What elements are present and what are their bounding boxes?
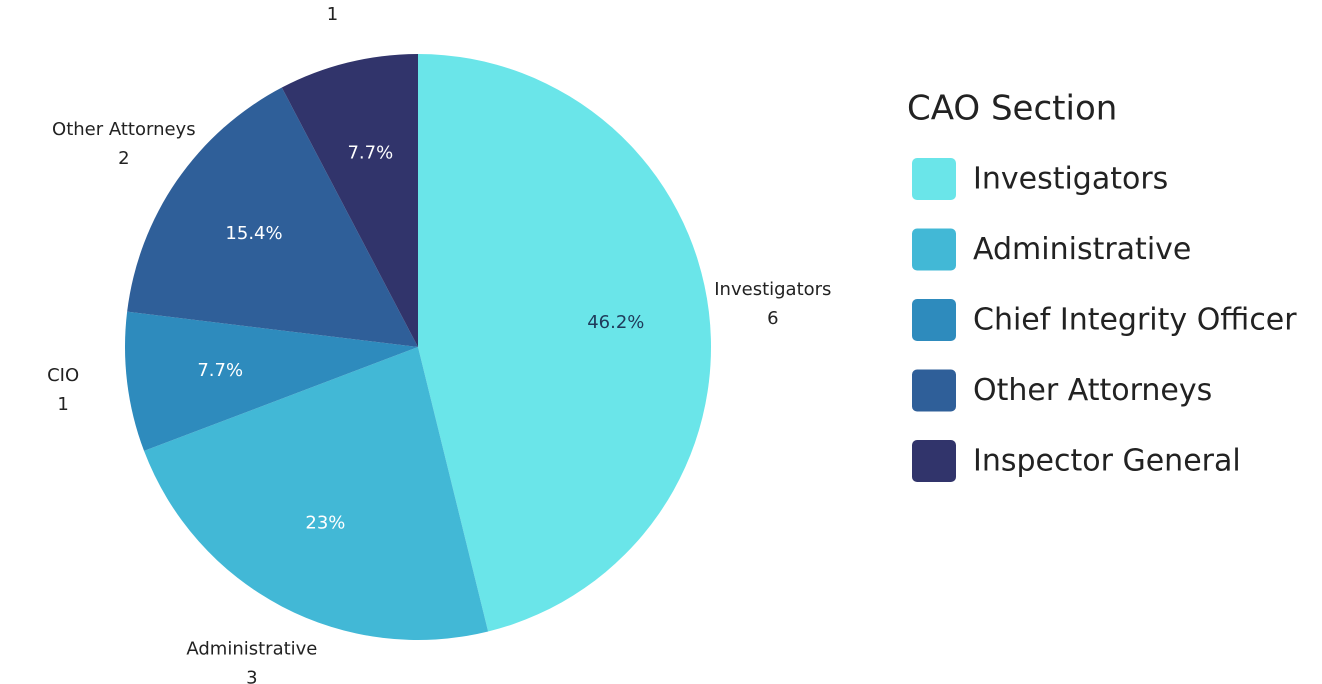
slice-value: 3: [246, 668, 257, 684]
legend-label: Inspector General: [973, 444, 1241, 479]
legend-swatch: [912, 299, 956, 341]
percent-label: 7.7%: [347, 143, 393, 164]
slice-value: 1: [57, 394, 68, 415]
legend-swatch: [912, 228, 956, 271]
pie-slice: [281, 54, 418, 347]
legend-label: Administrative: [973, 232, 1191, 267]
pie-slice: [418, 54, 712, 632]
legend-swatch: [912, 440, 956, 482]
legend-label: Chief Integrity Officer: [973, 303, 1297, 338]
slice-label: Other Attorneys: [52, 119, 196, 140]
legend-label: Other Attorneys: [973, 373, 1212, 408]
percent-label: 7.7%: [197, 360, 243, 381]
slice-label: CIO: [47, 365, 79, 386]
legend-title: CAO Section: [907, 89, 1117, 129]
slice-label: Administrative: [186, 639, 317, 660]
percent-label: 46.2%: [587, 312, 644, 333]
slice-value: 2: [118, 148, 129, 169]
percent-label: 23%: [305, 512, 345, 533]
legend-swatch: [912, 158, 956, 200]
slice-value: 6: [767, 308, 778, 329]
percent-label: 15.4%: [225, 223, 282, 244]
pie-slice: [125, 311, 419, 451]
pie-slice: [127, 87, 419, 347]
slice-label: Investigators: [714, 279, 831, 300]
pie-slice: [144, 347, 489, 640]
legend-label: Investigators: [973, 162, 1168, 197]
legend-swatch: [912, 369, 956, 412]
slice-value: 1: [327, 4, 338, 25]
